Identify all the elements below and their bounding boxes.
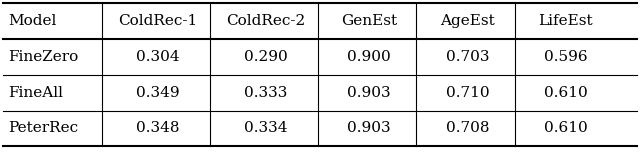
Text: 0.348: 0.348 [136, 121, 180, 136]
Text: 0.708: 0.708 [445, 121, 489, 136]
Text: FineAll: FineAll [8, 86, 63, 100]
Text: LifeEst: LifeEst [538, 14, 593, 28]
Text: 0.610: 0.610 [544, 86, 588, 100]
Text: 0.334: 0.334 [244, 121, 288, 136]
Text: 0.304: 0.304 [136, 50, 180, 64]
Text: ColdRec-2: ColdRec-2 [227, 14, 306, 28]
Text: Model: Model [8, 14, 56, 28]
Text: 0.290: 0.290 [244, 50, 288, 64]
Text: GenEst: GenEst [341, 14, 397, 28]
Text: 0.610: 0.610 [544, 121, 588, 136]
Text: 0.900: 0.900 [348, 50, 391, 64]
Text: 0.703: 0.703 [445, 50, 489, 64]
Text: 0.349: 0.349 [136, 86, 180, 100]
Text: AgeEst: AgeEst [440, 14, 495, 28]
Text: 0.333: 0.333 [244, 86, 288, 100]
Text: 0.710: 0.710 [445, 86, 490, 100]
Text: 0.903: 0.903 [348, 121, 391, 136]
Text: ColdRec-1: ColdRec-1 [118, 14, 198, 28]
Text: PeterRec: PeterRec [8, 121, 78, 136]
Text: 0.903: 0.903 [348, 86, 391, 100]
Text: 0.596: 0.596 [544, 50, 588, 64]
Text: FineZero: FineZero [8, 50, 78, 64]
